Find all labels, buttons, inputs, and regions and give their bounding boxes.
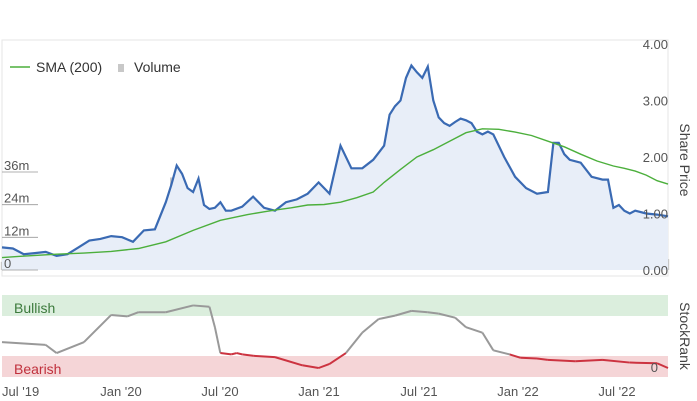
price-line <box>1 62 669 258</box>
stockrank-segment <box>127 311 139 318</box>
stockrank-segment <box>274 356 303 367</box>
x-tick-label: Jul '19 <box>2 384 39 399</box>
stockrank-segment <box>213 326 222 354</box>
stockrank-segment <box>575 358 603 363</box>
stockrank-segment <box>520 356 538 360</box>
stockrank-segment <box>602 358 630 364</box>
price-tick-label: 1.00 <box>643 207 668 222</box>
stockrank-segment <box>56 341 85 354</box>
stockrank-segment <box>45 344 58 354</box>
legend: SMA (200) Volume <box>10 59 181 75</box>
legend-sma-label: SMA (200) <box>36 59 102 75</box>
legend-volume-swatch <box>118 64 124 72</box>
stockrank-segment <box>345 332 364 354</box>
volume-tick-label: 12m <box>4 223 29 238</box>
stockrank-segment <box>111 313 128 318</box>
stockrank-segment <box>656 362 669 369</box>
price-tick-label: 3.00 <box>643 94 668 109</box>
stockrank-segment <box>242 353 254 357</box>
x-tick-label: Jul '22 <box>598 384 635 399</box>
stockrank-segment <box>493 349 510 356</box>
volume-tick-label: 24m <box>4 191 29 206</box>
stockrank-segment <box>509 353 521 359</box>
stockrank-segment <box>547 358 576 363</box>
stockrank-segment <box>411 309 428 314</box>
stockrank-segment <box>536 357 549 361</box>
volume-axis: 0 12m 24m 36m <box>2 158 38 271</box>
stockrank-axis-title: StockRank <box>677 302 693 371</box>
stockrank-line <box>1 304 669 369</box>
x-tick-label: Jan '22 <box>497 384 539 399</box>
x-tick-label: Jul '20 <box>201 384 238 399</box>
stockrank-segment <box>302 364 319 369</box>
price-axis-title: Share Price <box>677 123 693 196</box>
sma-line <box>1 128 669 259</box>
legend-volume-label: Volume <box>134 59 181 75</box>
price-area-fill <box>2 65 668 270</box>
volume-tick-label: 36m <box>4 158 29 173</box>
stockrank-segment <box>253 354 276 359</box>
stockrank-segment <box>192 304 210 308</box>
stockrank-segment <box>427 311 439 315</box>
price-tick-label: 2.00 <box>643 150 668 165</box>
stockrank-panel: Bullish Bearish 0 StockRank <box>1 295 693 377</box>
stockrank-segment <box>361 318 380 334</box>
stockrank-segment <box>438 312 456 319</box>
stockrank-segment <box>83 314 112 343</box>
stockrank-segment <box>236 352 243 356</box>
stockrank-segment <box>629 361 658 365</box>
stockrank-segment <box>378 314 396 321</box>
bearish-zone <box>2 356 668 377</box>
stockrank-segment <box>231 352 237 356</box>
bullish-zone <box>2 295 668 316</box>
stockrank-tick-0: 0 <box>651 360 658 375</box>
stockrank-segment <box>454 316 467 328</box>
x-tick-label: Jul '21 <box>400 384 437 399</box>
stockrank-segment <box>465 326 483 334</box>
stockrank-segment <box>208 306 216 328</box>
stockrank-segment <box>1 341 46 346</box>
volume-tick-label: 0 <box>4 256 11 271</box>
stockrank-segment <box>394 309 412 317</box>
price-panel: 0.00 1.00 2.00 3.00 4.00 0 12m 24m 36m Share Pr… <box>0 37 693 278</box>
stockrank-segment <box>328 352 347 365</box>
bearish-label: Bearish <box>14 361 61 377</box>
price-tick-label: 4.00 <box>643 37 668 52</box>
stockrank-segment <box>220 352 232 356</box>
price-axis: 0.00 1.00 2.00 3.00 4.00 <box>643 37 668 278</box>
stockrank-segment <box>165 304 194 314</box>
stockrank-segment <box>481 332 495 351</box>
bullish-label: Bullish <box>14 300 55 316</box>
x-tick-label: Jan '20 <box>100 384 142 399</box>
price-tick-label: 0.00 <box>643 263 668 278</box>
x-axis: Jul '19 Jan '20 Jul '20 Jan '21 Jul '21 Jan '… <box>2 384 636 399</box>
x-tick-label: Jan '21 <box>298 384 340 399</box>
stockrank-segment <box>318 362 330 369</box>
